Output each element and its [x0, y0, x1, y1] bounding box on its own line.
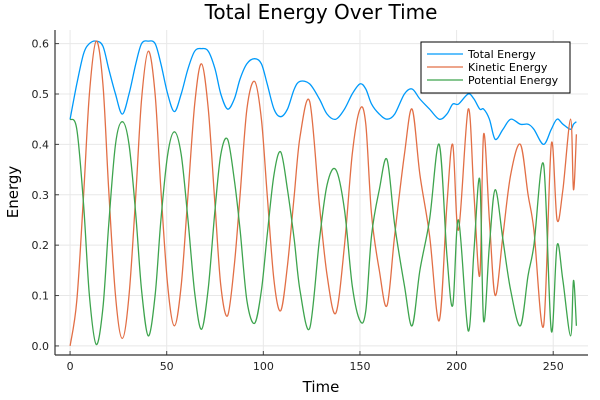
x-tick-label: 50 [160, 360, 174, 373]
y-tick-label: 0.6 [32, 38, 50, 51]
y-axis-label: Energy [4, 166, 22, 219]
x-axis-label: Time [302, 378, 340, 396]
x-tick-label: 150 [349, 360, 370, 373]
y-tick-label: 0.3 [32, 189, 50, 202]
y-tick-label: 0.5 [32, 88, 50, 101]
y-tick-label: 0.1 [32, 290, 50, 303]
y-tick-label: 0.4 [32, 138, 50, 151]
legend-label-potential-energy: Potential Energy [468, 74, 559, 87]
legend-label-kinetic-energy: Kinetic Energy [468, 61, 548, 74]
legend-label-total-energy: Total Energy [467, 48, 536, 61]
x-tick-label: 200 [446, 360, 467, 373]
potential-energy-line [69, 118, 578, 346]
chart-title: Total Energy Over Time [204, 0, 438, 24]
x-tick-label: 100 [253, 360, 274, 373]
kinetic-energy-line [69, 40, 578, 346]
total-energy-line [69, 40, 577, 146]
x-tick-label: 250 [543, 360, 564, 373]
y-tick-label: 0.0 [32, 340, 50, 353]
x-tick-label: 0 [67, 360, 74, 373]
y-tick-label: 0.2 [32, 239, 50, 252]
